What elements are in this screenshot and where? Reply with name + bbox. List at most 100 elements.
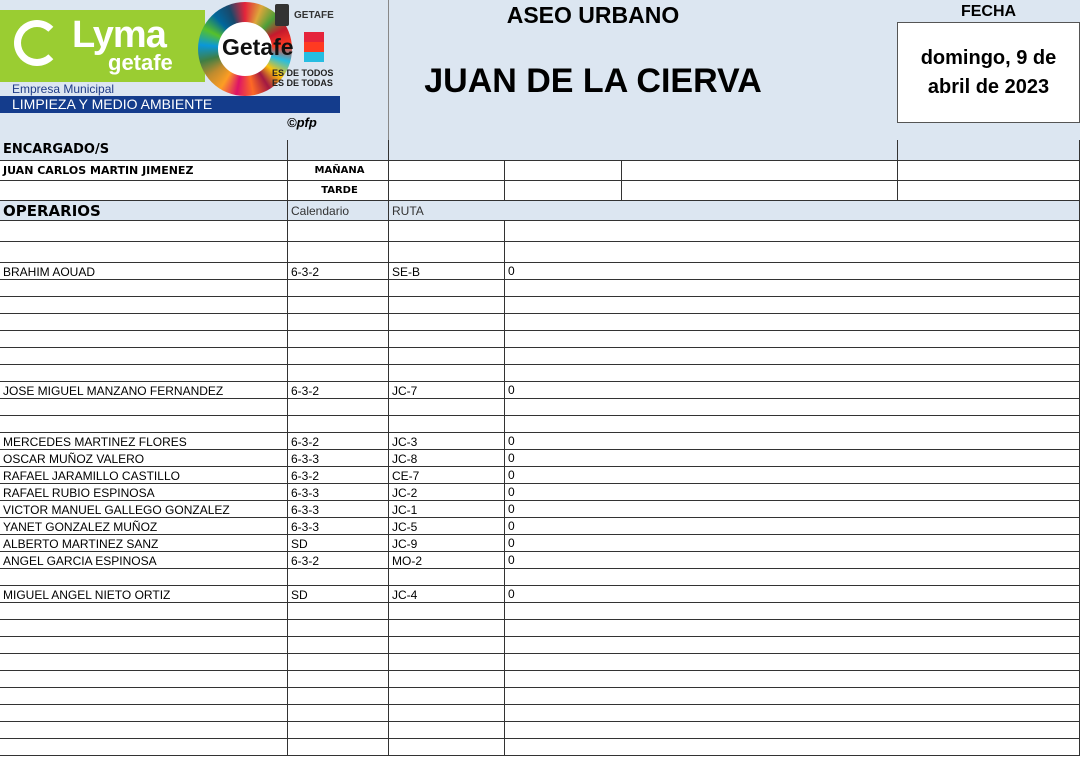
operario-name[interactable] [0,242,288,263]
operario-ruta[interactable]: CE-7 [389,467,505,484]
operario-value[interactable] [505,603,1080,620]
cell[interactable] [505,161,622,181]
cell[interactable] [389,140,898,161]
operario-calendario[interactable]: 6-3-3 [288,501,389,518]
operario-name[interactable] [0,280,288,297]
operarios-label[interactable]: OPERARIOS [0,201,288,221]
operario-value[interactable] [505,688,1080,705]
operario-ruta[interactable]: JC-9 [389,535,505,552]
operario-name[interactable] [0,637,288,654]
col-ruta[interactable]: RUTA [389,201,1080,221]
operario-name[interactable] [0,671,288,688]
operario-name[interactable] [0,348,288,365]
operario-value[interactable] [505,416,1080,433]
operario-value[interactable] [505,569,1080,586]
encargados-label[interactable]: ENCARGADO/S [0,140,288,161]
operario-calendario[interactable] [288,297,389,314]
operario-calendario[interactable] [288,722,389,739]
operario-value[interactable]: 0 [505,263,1080,280]
operario-ruta[interactable]: JC-8 [389,450,505,467]
operario-ruta[interactable] [389,688,505,705]
operario-calendario[interactable] [288,348,389,365]
operario-value[interactable] [505,365,1080,382]
operario-name[interactable] [0,654,288,671]
operario-ruta[interactable] [389,416,505,433]
operario-calendario[interactable] [288,671,389,688]
operario-calendario[interactable] [288,569,389,586]
cell[interactable] [898,161,1080,181]
operario-name[interactable] [0,722,288,739]
operario-ruta[interactable] [389,314,505,331]
operario-name[interactable]: RAFAEL RUBIO ESPINOSA [0,484,288,501]
operario-value[interactable]: 0 [505,501,1080,518]
operario-calendario[interactable] [288,242,389,263]
operario-value[interactable]: 0 [505,467,1080,484]
operario-ruta[interactable]: JC-3 [389,433,505,450]
cell[interactable] [505,181,622,201]
operario-name[interactable]: YANET GONZALEZ MUÑOZ [0,518,288,535]
operario-name[interactable]: VICTOR MANUEL GALLEGO GONZALEZ [0,501,288,518]
operario-name[interactable] [0,688,288,705]
cell[interactable] [389,161,505,181]
operario-calendario[interactable] [288,416,389,433]
operario-calendario[interactable] [288,603,389,620]
operario-ruta[interactable] [389,297,505,314]
operario-ruta[interactable] [389,348,505,365]
operario-calendario[interactable]: 6-3-2 [288,263,389,280]
cell[interactable] [622,161,898,181]
operario-ruta[interactable] [389,242,505,263]
col-calendario[interactable]: Calendario [288,201,389,221]
operario-name[interactable]: BRAHIM AOUAD [0,263,288,280]
operario-calendario[interactable]: SD [288,586,389,603]
operario-ruta[interactable] [389,722,505,739]
operario-name[interactable] [0,365,288,382]
operario-ruta[interactable] [389,221,505,242]
operario-calendario[interactable]: 6-3-2 [288,552,389,569]
operario-value[interactable]: 0 [505,484,1080,501]
operario-name[interactable] [0,705,288,722]
operario-calendario[interactable]: 6-3-3 [288,450,389,467]
cell[interactable] [288,140,389,161]
operario-value[interactable]: 0 [505,535,1080,552]
operario-value[interactable] [505,314,1080,331]
operario-value[interactable]: 0 [505,586,1080,603]
operario-ruta[interactable] [389,569,505,586]
operario-value[interactable]: 0 [505,382,1080,399]
operario-name[interactable] [0,399,288,416]
operario-ruta[interactable]: JC-7 [389,382,505,399]
operario-ruta[interactable] [389,331,505,348]
turno-manana[interactable]: MAÑANA [288,161,389,181]
operario-name[interactable]: ANGEL GARCIA ESPINOSA [0,552,288,569]
operario-ruta[interactable]: MO-2 [389,552,505,569]
operario-calendario[interactable] [288,399,389,416]
operario-value[interactable] [505,331,1080,348]
operario-ruta[interactable]: JC-1 [389,501,505,518]
operario-calendario[interactable]: 6-3-3 [288,484,389,501]
operario-calendario[interactable] [288,688,389,705]
operario-value[interactable] [505,280,1080,297]
operario-value[interactable] [505,221,1080,242]
operario-calendario[interactable]: 6-3-2 [288,467,389,484]
operario-value[interactable] [505,739,1080,756]
operario-calendario[interactable]: 6-3-3 [288,518,389,535]
operario-ruta[interactable] [389,705,505,722]
operario-ruta[interactable]: JC-5 [389,518,505,535]
operario-calendario[interactable] [288,365,389,382]
operario-value[interactable]: 0 [505,450,1080,467]
cell[interactable] [898,140,1080,161]
operario-value[interactable] [505,722,1080,739]
operario-value[interactable]: 0 [505,518,1080,535]
operario-name[interactable]: MIGUEL ANGEL NIETO ORTIZ [0,586,288,603]
operario-name[interactable]: ALBERTO MARTINEZ SANZ [0,535,288,552]
operario-calendario[interactable]: 6-3-2 [288,382,389,399]
operario-value[interactable] [505,348,1080,365]
operario-value[interactable] [505,654,1080,671]
operario-value[interactable] [505,399,1080,416]
operario-name[interactable]: MERCEDES MARTINEZ FLORES [0,433,288,450]
fecha-value[interactable]: domingo, 9 de abril de 2023 [897,22,1080,123]
operario-name[interactable] [0,314,288,331]
operario-value[interactable]: 0 [505,433,1080,450]
operario-name[interactable] [0,569,288,586]
operario-name[interactable] [0,739,288,756]
operario-calendario[interactable] [288,331,389,348]
